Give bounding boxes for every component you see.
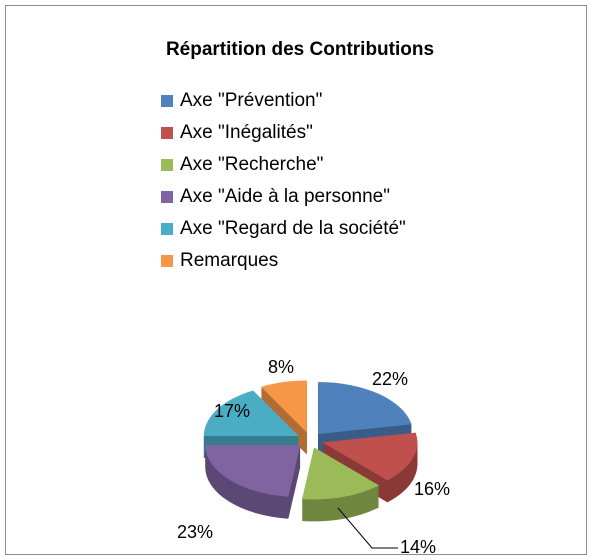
chart-title: Répartition des Contributions [166,39,434,60]
pie-slice [205,445,301,497]
pie-slice-group [205,445,301,519]
legend-label: Remarques [180,250,278,271]
data-label: 8% [268,357,294,377]
pie-slice-group [322,432,418,503]
pie-slice [302,447,380,500]
pie-slice [322,432,418,481]
legend-label: Axe "Recherche" [180,154,323,175]
legend-label: Axe "Inégalités" [180,122,313,143]
legend-swatch [161,191,173,203]
legend-label: Axe "Regard de la société" [180,218,406,239]
legend-label: Axe "Aide à la personne" [180,186,390,207]
data-label: 23% [177,522,213,542]
legend-swatch [161,255,173,267]
data-label: 14% [400,537,436,557]
pie-slice-group [302,447,380,522]
pie-slice [261,380,307,433]
data-label: 22% [372,369,408,389]
pie-slice [318,381,412,434]
data-label: 16% [414,479,450,499]
pie-slice [203,390,299,437]
legend-swatch [161,159,173,171]
legend-label: Axe "Prévention" [180,90,322,111]
legend-swatch [161,223,173,235]
data-label: 17% [214,401,250,421]
legend-swatch [161,127,173,139]
legend-swatch [161,95,173,107]
leader-line [337,507,398,549]
